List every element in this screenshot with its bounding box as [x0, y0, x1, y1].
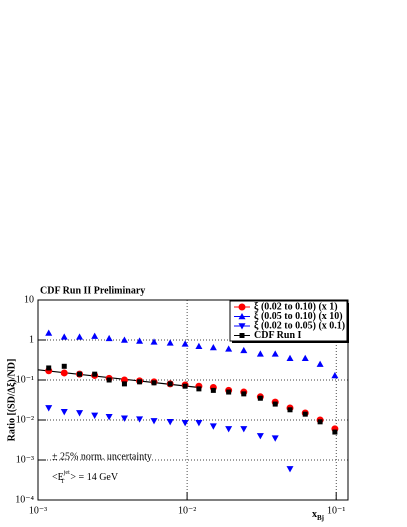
point [120, 415, 128, 422]
point [105, 414, 113, 421]
point [45, 405, 53, 412]
point [286, 466, 294, 473]
legend-marker [238, 323, 246, 330]
point [61, 363, 67, 369]
point [151, 380, 157, 386]
point [60, 369, 68, 377]
plot-frame [37, 299, 349, 501]
point [60, 333, 68, 340]
point [92, 371, 98, 377]
point [196, 386, 202, 392]
y-tick-label: 10⁻⁴ [15, 494, 34, 505]
point [225, 345, 233, 352]
point [256, 433, 264, 440]
point [167, 381, 173, 387]
point [181, 420, 189, 427]
point [240, 346, 248, 354]
y-axis-label: Ratio [(SD/Δξ)/ND] [6, 359, 17, 442]
point [120, 336, 128, 343]
point [210, 387, 216, 393]
point [106, 377, 112, 383]
point [195, 342, 203, 349]
point [45, 329, 53, 336]
point [91, 332, 99, 339]
y-tick-label: 10⁻¹ [16, 374, 34, 385]
point [150, 338, 158, 345]
legend-marker [238, 303, 246, 311]
legend-marker [239, 333, 245, 338]
legend-label: ξ (0.05 to 0.10) (x 10) [254, 311, 343, 322]
point [60, 409, 68, 416]
legend-label: CDF Run I [254, 330, 302, 341]
y-tick-label: 10⁻² [16, 414, 34, 425]
point [77, 371, 83, 377]
y-tick-label: 10⁻³ [16, 454, 34, 465]
point [272, 401, 278, 407]
point [105, 334, 113, 342]
annotation: ± 25% norm. uncertainty [52, 451, 152, 462]
point [166, 419, 174, 426]
point [136, 416, 144, 423]
point [256, 350, 264, 357]
y-tick-label: 10 [24, 294, 34, 305]
legend-label: ξ (0.02 to 0.10) (x 1) [254, 301, 338, 312]
point [257, 395, 263, 401]
point [287, 407, 293, 413]
point [76, 333, 84, 340]
point [316, 360, 324, 367]
point [182, 383, 188, 389]
point [271, 435, 279, 442]
point [226, 389, 232, 395]
point [271, 350, 279, 357]
point [121, 381, 127, 387]
point [137, 379, 143, 385]
point [302, 411, 308, 417]
point [150, 418, 158, 425]
point [331, 371, 339, 379]
point [181, 340, 189, 347]
point [240, 426, 248, 433]
legend-label: ξ (0.02 to 0.05) (x 0.1) [254, 320, 345, 331]
point [76, 410, 84, 417]
point [209, 343, 217, 351]
point [46, 365, 52, 371]
legend-marker [238, 313, 246, 320]
point [332, 429, 338, 435]
point [241, 391, 247, 397]
point [317, 419, 323, 425]
y-tick-label: 1 [29, 334, 34, 345]
point [136, 337, 144, 344]
point [225, 426, 233, 433]
x-tick-label: 10⁻² [178, 505, 196, 516]
point [195, 420, 203, 427]
annotation: <Ejet T > = 14 GeV [52, 470, 119, 485]
point [301, 354, 309, 362]
chart-title: CDF Run II Preliminary [40, 285, 145, 296]
point [166, 339, 174, 346]
point [91, 412, 99, 419]
x-tick-label: 10⁻¹ [327, 505, 345, 516]
legend-box [229, 300, 348, 342]
point [209, 423, 217, 430]
x-axis-label: xBj [312, 509, 324, 521]
point [286, 354, 294, 362]
x-tick-label: 10⁻³ [29, 505, 47, 516]
